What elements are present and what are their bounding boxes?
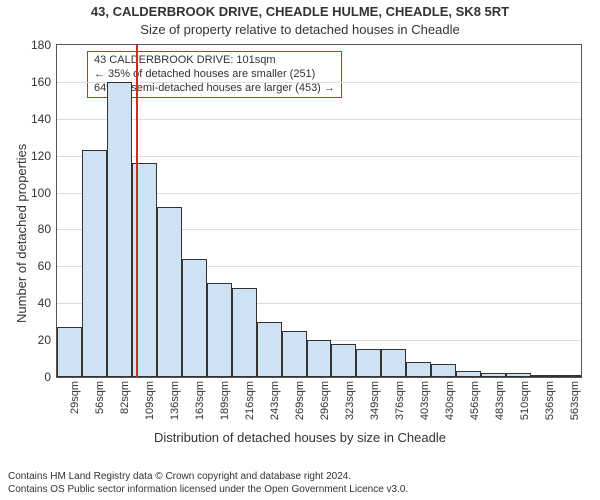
x-axis-label: Distribution of detached houses by size … [0,430,600,445]
x-tick-label: 269sqm [294,381,306,420]
x-tick-label: 349sqm [369,381,381,420]
histogram-bar [531,375,556,377]
y-tick-label: 60 [38,259,57,273]
x-tick-label: 536sqm [544,381,556,420]
histogram-bar [182,259,207,377]
x-tick-label: 483sqm [494,381,506,420]
x-tick-label: 376sqm [394,381,406,420]
chart-title-line1: 43, CALDERBROOK DRIVE, CHEADLE HULME, CH… [0,4,600,19]
x-tick-label: 136sqm [169,381,181,420]
plot-area: 43 CALDERBROOK DRIVE: 101sqm← 35% of det… [56,44,582,378]
histogram-bar [307,340,332,377]
y-tick-label: 160 [31,75,57,89]
x-tick-label: 216sqm [244,381,256,420]
x-tick-label: 82sqm [119,381,131,414]
y-tick-label: 40 [38,296,57,310]
x-tick-label: 189sqm [219,381,231,420]
histogram-bar [456,371,481,377]
histogram-bar [406,362,431,377]
chart-container: 43, CALDERBROOK DRIVE, CHEADLE HULME, CH… [0,0,600,500]
histogram-bar [506,373,531,377]
x-tick-label: 109sqm [144,381,156,420]
histogram-bar [356,349,381,377]
histogram-bar [207,283,232,377]
histogram-bar [481,373,506,377]
y-tick-label: 120 [31,149,57,163]
histogram-bar [257,322,282,377]
y-tick-label: 0 [44,370,57,384]
footnote-line1: Contains HM Land Registry data © Crown c… [8,471,408,484]
histogram-bar [331,344,356,377]
histogram-bar [556,375,581,377]
footnote: Contains HM Land Registry data © Crown c… [8,471,408,496]
x-tick-label: 456sqm [469,381,481,420]
histogram-bar [431,364,456,377]
chart-title-line2: Size of property relative to detached ho… [0,22,600,37]
property-size-marker [136,45,138,377]
histogram-bar [57,327,82,377]
x-tick-label: 29sqm [69,381,81,414]
histogram-bar [381,349,406,377]
x-tick-label: 403sqm [419,381,431,420]
x-tick-label: 510sqm [519,381,531,420]
x-tick-label: 430sqm [444,381,456,420]
y-tick-label: 100 [31,186,57,200]
histogram-bar [157,207,182,377]
annotation-line: ← 35% of detached houses are smaller (25… [94,68,335,82]
footnote-line2: Contains OS Public sector information li… [8,484,408,497]
x-tick-label: 563sqm [569,381,581,420]
y-tick-label: 80 [38,222,57,236]
y-axis-label: Number of detached properties [14,144,29,323]
x-tick-label: 56sqm [94,381,106,414]
y-tick-label: 180 [31,38,57,52]
y-tick-label: 20 [38,333,57,347]
x-tick-label: 323sqm [344,381,356,420]
histogram-bar [282,331,307,377]
annotation-line: 43 CALDERBROOK DRIVE: 101sqm [94,54,335,68]
x-tick-label: 163sqm [194,381,206,420]
histogram-bar [232,288,257,377]
histogram-bar [107,82,132,377]
x-tick-label: 243sqm [269,381,281,420]
y-tick-label: 140 [31,112,57,126]
histogram-bar [82,150,107,377]
x-tick-label: 296sqm [319,381,331,420]
